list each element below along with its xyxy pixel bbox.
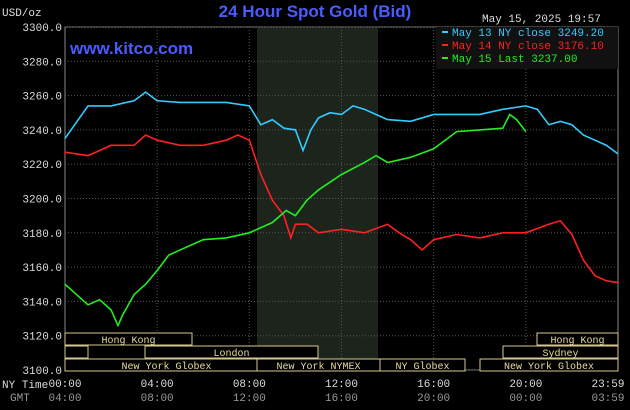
y-tick-label: 3100.0 [22,366,62,378]
x2-tick-label: 03:59 [591,393,624,405]
series-line [64,134,619,284]
x-tick-label: 04:00 [141,379,174,391]
y-tick-label: 3240.0 [22,126,62,138]
session-label: Sydney [542,348,578,360]
timestamp: May 15, 2025 19:57 [482,14,601,26]
legend-swatch [442,31,448,33]
session-bar [379,358,466,372]
session-bar [502,345,619,359]
legend-swatch [442,57,448,59]
session-label: Hong Kong [550,336,604,347]
series-line [64,113,527,328]
x2-tick-label: 12:00 [233,393,266,405]
x-tick-label: 00:00 [48,379,81,391]
session-label: New York NYMEX [276,361,360,373]
session-bar [64,332,193,346]
session-bar [536,332,619,346]
legend-label: May 13 NY close 3249.20 [452,28,604,40]
x-axis-label: NY Time [2,380,48,392]
x2-axis-label: GMT [10,393,30,405]
legend-swatch [442,44,448,46]
session-label: New York Globex [121,361,211,373]
y-tick-label: 3300.0 [22,23,62,35]
x-tick-label: 12:00 [325,379,358,391]
chart-title: 24 Hour Spot Gold (Bid) [219,2,412,21]
session-label: London [213,348,249,360]
y-axis-label: USD/oz [2,8,42,20]
session-label: New York Globex [504,361,594,373]
y-tick-label: 3280.0 [22,57,62,69]
x-tick-label: 16:00 [417,379,450,391]
y-tick-label: 3120.0 [22,332,62,344]
y-tick-label: 3220.0 [22,160,62,172]
series-line [64,91,619,155]
y-tick-label: 3200.0 [22,195,62,207]
x-tick-label: 08:00 [233,379,266,391]
y-tick-label: 3160.0 [22,263,62,275]
y-tick-label: 3140.0 [22,297,62,309]
session-bar [64,345,89,359]
session-label: NY Globex [395,361,449,373]
x-tick-label: 23:59 [591,379,624,391]
x2-tick-label: 20:00 [417,393,450,405]
session-bar [144,345,319,359]
legend-label: May 14 NY close 3176.10 [452,41,604,53]
legend-box [436,27,618,69]
x-tick-label: 20:00 [509,379,542,391]
watermark: www.kitco.com [69,39,193,58]
session-bar [479,358,619,372]
x2-tick-label: 04:00 [48,393,81,405]
x2-tick-label: 00:00 [509,393,542,405]
y-tick-label: 3260.0 [22,92,62,104]
x2-tick-label: 16:00 [325,393,358,405]
x2-tick-label: 08:00 [141,393,174,405]
legend-label: May 15 Last 3237.00 [452,54,577,66]
session-label: Hong Kong [101,336,155,347]
y-tick-label: 3180.0 [22,229,62,241]
